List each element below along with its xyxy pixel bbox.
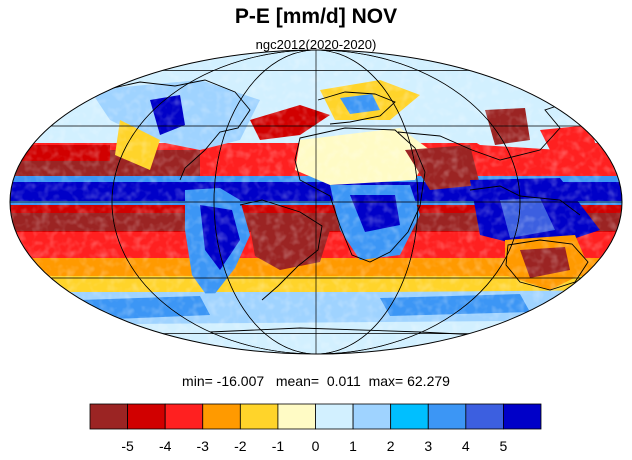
colorbar-box (239, 403, 279, 430)
colorbar-ticks: -5 -4 -3 -2 -1 0 1 2 3 4 5 (121, 438, 507, 454)
colorbar-box (503, 403, 542, 430)
colorbar-box (315, 403, 354, 430)
colorbar-box (390, 403, 429, 430)
mean-value: 0.011 (326, 373, 361, 389)
colorbar-tick-label: 2 (387, 438, 395, 454)
colorbar-tick-label: 5 (500, 438, 508, 454)
min-value: -16.007 (216, 373, 265, 389)
colorbar-tick-label: -2 (234, 438, 247, 454)
colorbar-box (352, 403, 392, 430)
colorbar-box (202, 403, 241, 430)
map-subtitle: ngc2012(2020-2020) (255, 37, 377, 52)
longitude-line (111, 50, 521, 354)
max-label: max= (368, 373, 404, 389)
colorbar-tick-label: 3 (424, 438, 432, 454)
mollweide-map (9, 49, 623, 355)
colorbar-tick-label: -5 (121, 438, 134, 454)
map-title: P-E [mm/d] NOV (234, 5, 398, 28)
longitude-line (213, 50, 419, 354)
map-frame (9, 49, 623, 355)
colorbar-tick-label: 1 (349, 438, 357, 454)
colorbar-box (277, 403, 316, 430)
max-value: 62.279 (407, 373, 450, 389)
stats-line: min= -16.007 mean= 0.011 max= 62.279 (0, 373, 632, 389)
colorbar-box (427, 403, 467, 430)
colorbar-tick-label: 4 (462, 438, 470, 454)
colorbar-box (465, 403, 504, 430)
colorbar-box (127, 403, 166, 430)
min-label: min= (182, 373, 213, 389)
colorbar-box (89, 403, 128, 430)
colorbar-boxes (89, 403, 542, 430)
coastlines (94, 79, 589, 337)
colorbar-tick-label: -1 (272, 438, 285, 454)
colorbar-tick-label: 0 (312, 438, 320, 454)
colorbar-tick-label: -3 (197, 438, 210, 454)
graticule-lines (10, 50, 622, 354)
colorbar-box (164, 403, 204, 430)
mean-label: mean= (275, 373, 320, 389)
colorbar-tick-label: -4 (159, 438, 172, 454)
